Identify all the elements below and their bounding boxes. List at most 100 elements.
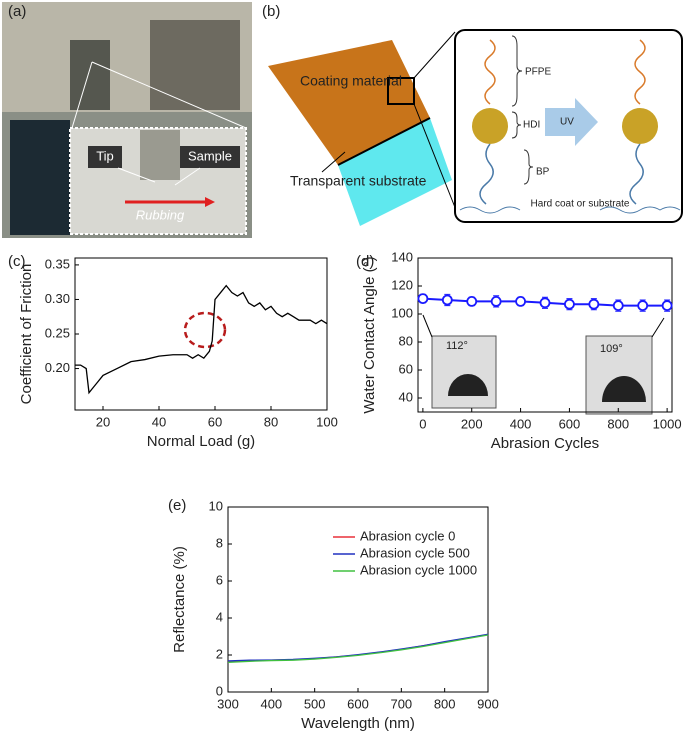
x-axis-title: Abrasion Cycles (491, 435, 599, 452)
marker (588, 298, 600, 310)
annotation: 112° (446, 340, 468, 352)
y-tick-label: 0.30 (45, 291, 70, 306)
pointer (422, 314, 433, 338)
x-tick-label: 900 (477, 696, 499, 711)
x-tick-label: 80 (264, 414, 278, 429)
y-tick-label: 0.20 (45, 360, 70, 375)
zoom-line (413, 31, 456, 79)
coating (268, 40, 430, 165)
marker (466, 295, 478, 307)
photo-shelf (150, 20, 240, 110)
uv-arrow (545, 98, 598, 146)
brace (511, 111, 522, 139)
diagram-label: Hard coat or substrate (531, 199, 630, 210)
zoom-box (387, 77, 415, 105)
pfpe-chain (484, 39, 496, 105)
chain (459, 206, 521, 214)
pointer (321, 151, 346, 173)
x-tick-label: 1000 (653, 416, 682, 431)
y-axis-title: Reflectance (%) (171, 546, 188, 653)
marker (515, 295, 526, 307)
y-tick-label: 80 (399, 333, 413, 348)
y-tick-label: 0.25 (45, 325, 70, 340)
y-tick-label: 8 (216, 535, 223, 550)
marker (661, 300, 673, 312)
diagram-label: Coating material (300, 73, 402, 89)
x-tick-label: 200 (461, 416, 483, 431)
x-tick-label: 800 (607, 416, 629, 431)
label-box (88, 146, 122, 168)
marker (539, 297, 551, 309)
brace (523, 149, 534, 185)
highlight (183, 311, 227, 349)
marker (612, 300, 624, 312)
x-tick-label: 600 (559, 416, 581, 431)
pointer (117, 167, 156, 183)
x-tick-label: 800 (434, 696, 456, 711)
plot-frame (417, 257, 673, 413)
hdi (472, 108, 508, 144)
photo-label: Tip (96, 148, 114, 163)
chain (479, 143, 494, 205)
y-tick-label: 40 (399, 389, 413, 404)
zoom-line (71, 61, 93, 129)
pointer (651, 317, 665, 338)
marker (441, 294, 453, 306)
panel-label: (d) (356, 253, 374, 270)
brace (511, 35, 523, 107)
data-line (227, 634, 489, 663)
marker (564, 298, 575, 310)
x-tick-label: 100 (316, 414, 338, 429)
x-tick-label: 60 (208, 414, 222, 429)
legend-label: Abrasion cycle 0 (360, 528, 455, 543)
x-tick-label: 400 (510, 416, 532, 431)
label-box (180, 146, 240, 168)
marker (637, 300, 649, 312)
data-line (227, 633, 489, 662)
y-tick-label: 0 (216, 683, 223, 698)
chain (629, 143, 644, 205)
diagram-label: BP (536, 167, 550, 178)
diagram-label: UV (560, 117, 574, 128)
zoom-line (91, 61, 247, 129)
panel-label: (c) (8, 253, 26, 270)
x-axis-title: Wavelength (nm) (301, 715, 415, 732)
substrate (338, 118, 452, 226)
x-tick-label: 400 (260, 696, 282, 711)
y-tick-label: 4 (216, 609, 223, 624)
y-tick-label: 0.35 (45, 256, 70, 271)
panel-label: (b) (262, 3, 280, 20)
legend-label: Abrasion cycle 1000 (360, 562, 477, 577)
diagram-label: Transparent substrate (290, 173, 427, 189)
zoom-line (413, 103, 461, 221)
diagram-label: PFPE (525, 67, 551, 78)
x-tick-label: 20 (96, 414, 110, 429)
pointer (174, 167, 201, 186)
y-tick-label: 60 (399, 361, 413, 376)
y-tick-label: 6 (216, 572, 223, 587)
droplet (448, 374, 488, 396)
photo-box (10, 120, 70, 235)
data-line (75, 284, 328, 395)
plot-frame (74, 257, 328, 411)
marker (490, 295, 502, 307)
y-axis-title: Water Contact Angle (°) (361, 256, 378, 413)
panel-label: (a) (8, 3, 26, 20)
x-tick-label: 600 (347, 696, 369, 711)
inset-tip (140, 130, 180, 180)
pfpe-chain (634, 39, 646, 105)
chain (599, 206, 681, 214)
interface (337, 117, 431, 166)
diagram-label: HDI (523, 120, 540, 131)
x-tick-label: 500 (304, 696, 326, 711)
photo-label: Sample (188, 148, 232, 163)
panel-label: (e) (168, 497, 186, 514)
x-tick-label: 700 (390, 696, 412, 711)
y-tick-label: 2 (216, 646, 223, 661)
droplet (602, 376, 646, 402)
x-axis-title: Normal Load (g) (147, 433, 255, 450)
data-line (227, 634, 489, 664)
y-tick-label: 140 (391, 249, 413, 264)
legend-label: Abrasion cycle 500 (360, 545, 470, 560)
